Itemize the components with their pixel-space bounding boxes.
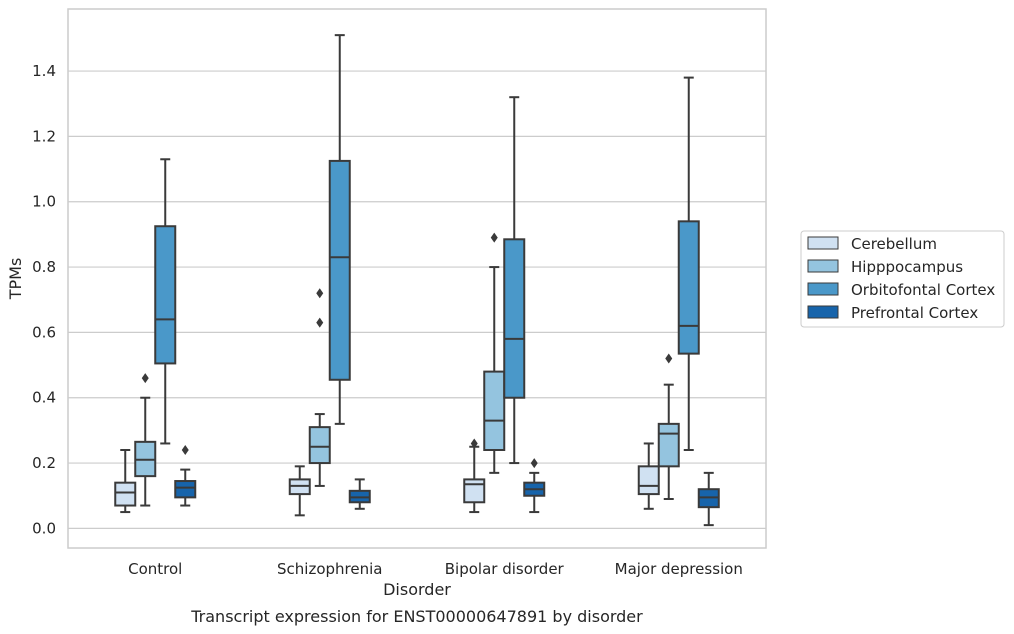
legend-label: Orbitofontal Cortex [851,281,995,299]
y-tick-label: 0.2 [32,454,56,472]
outlier-point [665,354,672,364]
y-axis-title: TPMs [6,258,25,301]
legend-swatch [808,283,838,295]
x-axis-title: Disorder [383,580,451,599]
x-tick-label: Major depression [615,560,743,578]
legend-swatch [808,306,838,318]
boxplot-chart: 0.0 0.2 0.4 0.6 0.8 1.0 1.2 1.4 Control Schizoph… [0,0,1014,634]
y-tick-label: 1.0 [32,193,56,211]
legend-label: Prefrontal Cortex [851,304,978,322]
box-prefrontal-cortex-control [175,445,195,506]
boxplot-figure: 0.0 0.2 0.4 0.6 0.8 1.0 1.2 1.4 Control Schizoph… [0,0,1014,634]
y-tick-label: 1.2 [32,127,56,145]
box-body [115,483,135,506]
box-body [484,372,504,450]
y-tick-label: 0.8 [32,258,56,276]
legend-label: Cerebellum [851,235,937,253]
y-tick-label: 0.6 [32,323,56,341]
y-tick-label: 1.4 [32,62,56,80]
box-body [659,424,679,466]
box-cerebellum-bipolar-disorder [464,438,484,512]
legend-swatch [808,237,838,249]
box-body [310,427,330,463]
legend: Cerebellum Hipppocampus Orbitofontal Corte… [801,231,1004,327]
x-tick-label: Bipolar disorder [445,560,565,578]
box-body [330,161,350,380]
box-orbitofontal-cortex-major-depression [679,78,699,450]
x-tick-label: Schizophrenia [277,560,382,578]
box-hipppocampus-control [135,373,155,505]
box-body [504,239,524,397]
x-tick-label: Control [128,560,182,578]
y-tick-label: 0.0 [32,519,56,537]
outlier-point [491,233,498,243]
box-hipppocampus-bipolar-disorder [484,233,504,473]
box-hipppocampus-major-depression [659,354,679,499]
box-body [155,226,175,363]
box-body [175,481,195,497]
outlier-point [182,445,189,455]
box-prefrontal-cortex-major-depression [699,473,719,525]
box-hipppocampus-schizophrenia [310,288,330,486]
box-body [639,466,659,494]
x-tick-labels: Control Schizophrenia Bipolar disorder Majo… [128,560,743,578]
box-cerebellum-control [115,450,135,512]
box-orbitofontal-cortex-bipolar-disorder [504,97,524,463]
outlier-point [142,373,149,383]
y-tick-label: 0.4 [32,389,56,407]
box-prefrontal-cortex-schizophrenia [350,479,370,508]
box-orbitofontal-cortex-schizophrenia [330,35,350,424]
outlier-point [531,458,538,468]
outlier-point [316,318,323,328]
box-cerebellum-major-depression [639,443,659,508]
outlier-point [316,288,323,298]
box-prefrontal-cortex-bipolar-disorder [524,458,544,512]
box-cerebellum-schizophrenia [290,466,310,515]
boxes [115,35,719,525]
y-tick-labels: 0.0 0.2 0.4 0.6 0.8 1.0 1.2 1.4 [32,62,56,537]
legend-label: Hipppocampus [851,258,963,276]
box-body [679,221,699,353]
legend-swatch [808,260,838,272]
chart-caption: Transcript expression for ENST0000064789… [190,607,643,626]
box-body [464,479,484,502]
